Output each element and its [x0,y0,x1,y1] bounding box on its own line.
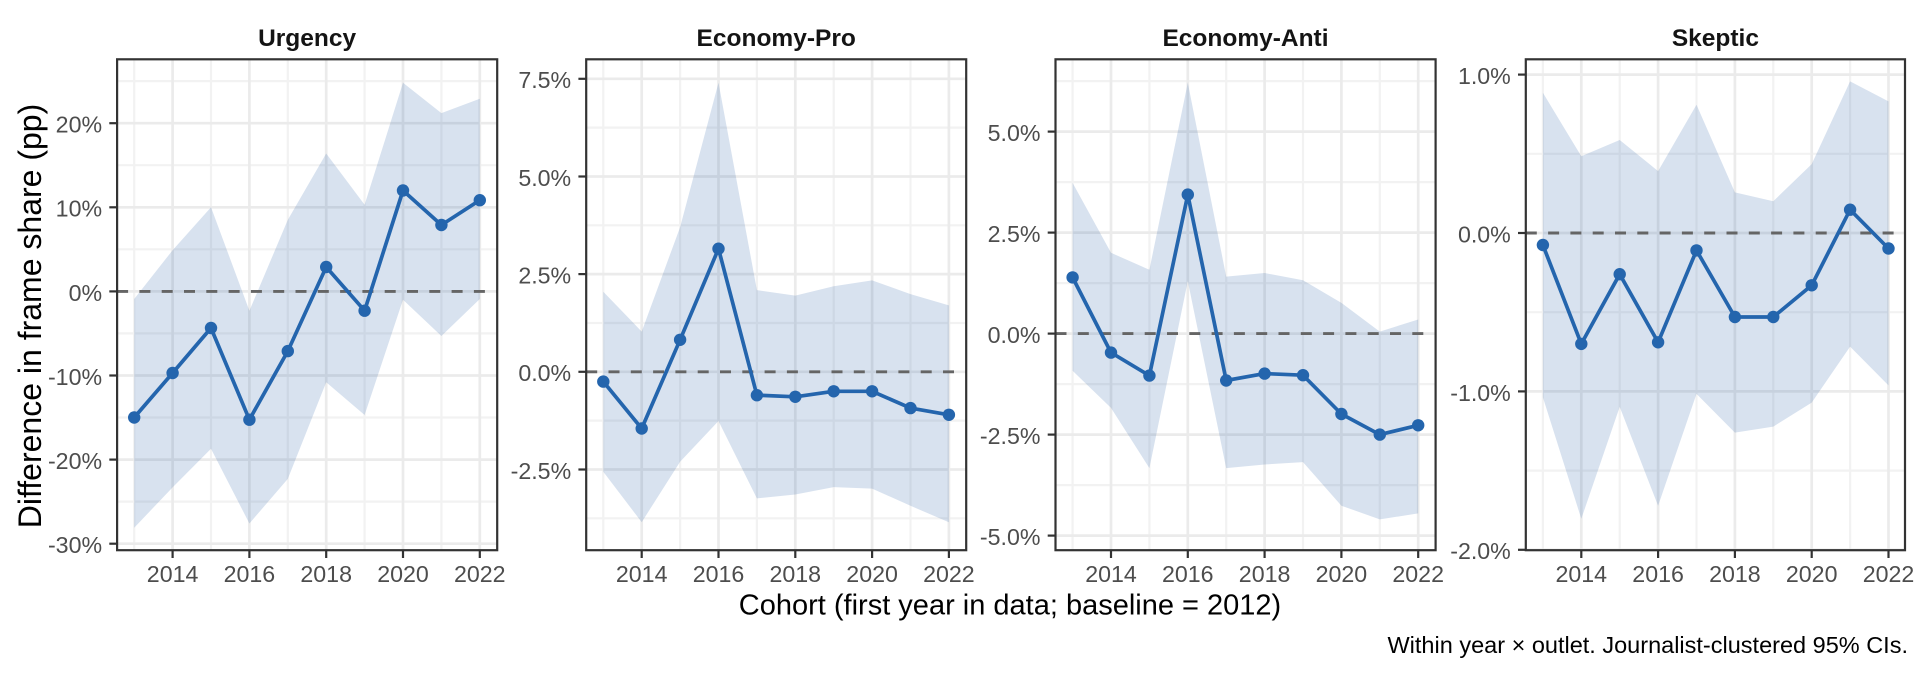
svg-text:2022: 2022 [923,561,975,587]
svg-text:0.0%: 0.0% [988,322,1041,348]
svg-text:5.0%: 5.0% [518,165,571,191]
svg-text:Urgency: Urgency [258,25,356,52]
svg-text:-5.0%: -5.0% [980,524,1041,550]
svg-text:-1.0%: -1.0% [1450,380,1511,406]
svg-text:2018: 2018 [1709,561,1761,587]
svg-text:0.0%: 0.0% [518,360,571,386]
svg-text:Within year × outlet. Journali: Within year × outlet. Journalist-cluster… [1388,632,1909,658]
svg-text:2020: 2020 [1316,561,1368,587]
svg-text:2018: 2018 [300,561,352,587]
svg-text:2016: 2016 [1632,561,1684,587]
svg-text:2016: 2016 [1162,561,1214,587]
svg-text:-2.5%: -2.5% [980,423,1041,449]
svg-text:1.0%: 1.0% [1458,63,1511,89]
svg-text:2.5%: 2.5% [518,263,571,289]
svg-text:2014: 2014 [147,561,199,587]
svg-text:10%: 10% [56,196,102,222]
svg-text:2016: 2016 [224,561,276,587]
svg-text:2014: 2014 [1085,561,1137,587]
svg-text:2022: 2022 [454,561,506,587]
svg-text:2020: 2020 [377,561,429,587]
svg-text:Economy-Pro: Economy-Pro [697,25,856,52]
svg-text:-2.0%: -2.0% [1450,538,1511,564]
svg-text:2022: 2022 [1863,561,1915,587]
svg-text:7.5%: 7.5% [518,67,571,93]
svg-text:2020: 2020 [846,561,898,587]
svg-text:-30%: -30% [48,532,102,558]
svg-text:2016: 2016 [693,561,745,587]
svg-text:-2.5%: -2.5% [511,458,572,484]
svg-text:2020: 2020 [1786,561,1838,587]
svg-text:-20%: -20% [48,448,102,474]
svg-text:2018: 2018 [1239,561,1291,587]
svg-text:2022: 2022 [1392,561,1444,587]
svg-text:Skeptic: Skeptic [1672,25,1759,52]
svg-text:0.0%: 0.0% [1458,221,1511,247]
svg-text:20%: 20% [56,112,102,138]
svg-text:2014: 2014 [616,561,668,587]
svg-text:2014: 2014 [1556,561,1608,587]
svg-text:-10%: -10% [48,364,102,390]
svg-text:0%: 0% [69,280,103,306]
svg-text:Economy-Anti: Economy-Anti [1162,25,1328,52]
svg-text:2018: 2018 [770,561,822,587]
svg-text:Cohort (first year in data; ba: Cohort (first year in data; baseline = 2… [739,590,1281,622]
svg-text:Difference in frame share (pp): Difference in frame share (pp) [12,104,48,528]
svg-text:2.5%: 2.5% [988,221,1041,247]
svg-text:5.0%: 5.0% [988,120,1041,146]
